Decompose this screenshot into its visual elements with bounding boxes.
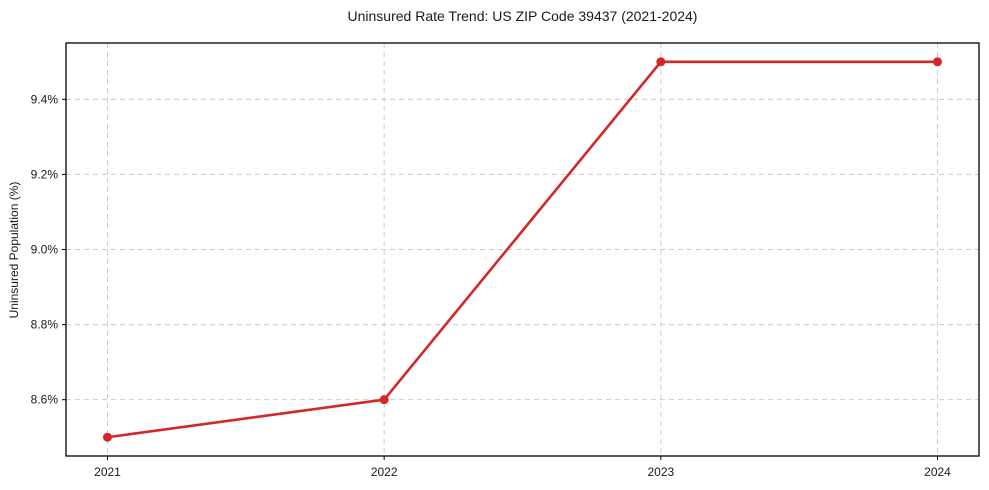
x-tick-label: 2023: [647, 465, 674, 479]
data-point: [656, 57, 666, 67]
data-point: [103, 432, 112, 442]
x-tick-label: 2022: [371, 465, 398, 479]
y-tick-label: 8.6%: [31, 393, 59, 407]
trend-line: [106, 60, 939, 439]
chart-title: Uninsured Rate Trend: US ZIP Code 39437 …: [347, 8, 698, 24]
series-layer: [103, 57, 942, 442]
grid-layer: [66, 43, 979, 456]
data-point: [379, 395, 389, 405]
y-tick-label: 9.0%: [31, 243, 59, 257]
plot-border: [65, 42, 980, 457]
y-tick-label: 9.2%: [31, 167, 59, 181]
x-tick-label: 2024: [924, 465, 951, 479]
axes-layer: [62, 42, 980, 460]
y-tick-label: 9.4%: [31, 92, 59, 106]
data-point: [933, 57, 942, 67]
x-tick-label: 2021: [94, 465, 121, 479]
tick-label-layer: 8.6% 8.8% 9.0% 9.2% 9.4% 2021 2022 2023 2024: [31, 92, 952, 479]
y-tick-label: 8.8%: [31, 318, 59, 332]
